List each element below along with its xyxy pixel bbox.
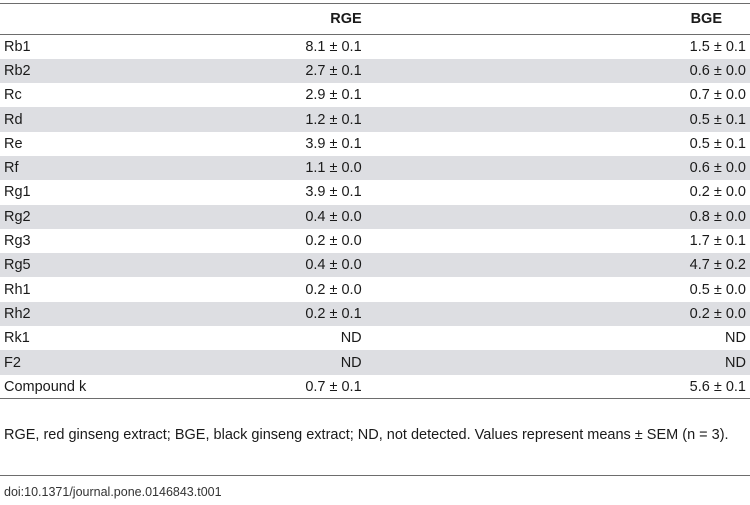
- footer-rule: [0, 475, 750, 476]
- row-label: Compound k: [0, 374, 116, 400]
- table-footnote: RGE, red ginseng extract; BGE, black gin…: [4, 427, 729, 443]
- table-row: Rg1 3.9 ± 0.1 0.2 ± 0.0: [0, 180, 750, 204]
- row-label: Rg5: [4, 257, 31, 274]
- row-label: Rg1: [4, 184, 31, 201]
- rge-value: 0.4 ± 0.0: [305, 208, 362, 225]
- doi-link[interactable]: doi:10.1371/journal.pone.0146843.t001: [4, 485, 222, 499]
- table-row: Rf 1.1 ± 0.0 0.6 ± 0.0: [0, 155, 750, 181]
- rge-value: 3.9 ± 0.1: [305, 135, 362, 152]
- row-label: Re: [4, 135, 23, 152]
- bge-value: 0.6 ± 0.0: [689, 160, 746, 177]
- rge-value: ND: [340, 330, 362, 347]
- header-rge: RGE: [115, 4, 690, 35]
- bge-value: 1.7 ± 0.1: [689, 233, 746, 250]
- ginsenoside-table: RGE BGE Rb1 8.1 ± 0.1 1.5 ± 0.1 Rb2 2.7 …: [0, 4, 750, 400]
- table-row: F2 ND ND: [0, 350, 750, 375]
- row-label: F2: [4, 354, 21, 371]
- table-row: Rg5 0.4 ± 0.0 4.7 ± 0.2: [0, 253, 750, 278]
- table-row: Rc 2.9 ± 0.1 0.7 ± 0.0: [0, 83, 750, 107]
- row-label: Rf: [4, 160, 19, 177]
- rge-value: 2.7 ± 0.1: [305, 62, 362, 79]
- header-row: RGE BGE: [0, 4, 750, 35]
- bge-value: 0.7 ± 0.0: [689, 87, 746, 104]
- table-row: Rg3 0.2 ± 0.0 1.7 ± 0.1: [0, 229, 750, 253]
- rge-value: 3.9 ± 0.1: [305, 184, 362, 201]
- table-row: Re 3.9 ± 0.1 0.5 ± 0.1: [0, 132, 750, 156]
- bge-value: 0.8 ± 0.0: [689, 208, 746, 225]
- bge-value: 5.6 ± 0.1: [689, 374, 750, 400]
- row-label: Rb1: [4, 38, 31, 55]
- row-label: Rc: [4, 87, 22, 104]
- bge-value: ND: [725, 354, 746, 371]
- bge-value: 0.2 ± 0.0: [689, 305, 746, 322]
- header-name: [0, 4, 116, 35]
- bge-value: ND: [725, 330, 746, 347]
- rge-value: 1.2 ± 0.1: [305, 111, 362, 128]
- table-body: Rb1 8.1 ± 0.1 1.5 ± 0.1 Rb2 2.7 ± 0.1 0.…: [0, 35, 750, 400]
- header-bge: BGE: [689, 4, 750, 35]
- rge-value: 8.1 ± 0.1: [305, 38, 362, 55]
- table-row: Rk1 ND ND: [0, 326, 750, 350]
- bge-value: 0.5 ± 0.0: [689, 281, 746, 298]
- row-label: Rg2: [4, 208, 31, 225]
- bge-value: 1.5 ± 0.1: [689, 38, 746, 55]
- row-label: Rb2: [4, 62, 31, 79]
- table-row: Rg2 0.4 ± 0.0 0.8 ± 0.0: [0, 204, 750, 229]
- table-row: Rh2 0.2 ± 0.1 0.2 ± 0.0: [0, 301, 750, 327]
- row-label: Rd: [4, 111, 23, 128]
- rge-value: 0.2 ± 0.0: [305, 281, 362, 298]
- row-label: Rg3: [4, 233, 31, 250]
- top-rule: [0, 3, 750, 4]
- rge-value: 0.7 ± 0.1: [115, 374, 690, 400]
- rge-value: 1.1 ± 0.0: [305, 160, 362, 177]
- rge-value: 0.2 ± 0.1: [305, 305, 362, 322]
- bge-value: 0.5 ± 0.1: [689, 135, 746, 152]
- row-label: Rh2: [4, 305, 31, 322]
- row-label: Rk1: [4, 330, 30, 347]
- bge-value: 0.6 ± 0.0: [689, 62, 746, 79]
- rge-value: 2.9 ± 0.1: [305, 87, 362, 104]
- rge-value: 0.2 ± 0.0: [305, 233, 362, 250]
- table-row: Rh1 0.2 ± 0.0 0.5 ± 0.0: [0, 277, 750, 301]
- bge-value: 0.5 ± 0.1: [689, 111, 746, 128]
- bge-value: 0.2 ± 0.0: [689, 184, 746, 201]
- table-row: Compound k 0.7 ± 0.1 5.6 ± 0.1: [0, 374, 750, 400]
- table-row: Rd 1.2 ± 0.1 0.5 ± 0.1: [0, 107, 750, 132]
- rge-value: ND: [340, 354, 362, 371]
- rge-value: 0.4 ± 0.0: [305, 257, 362, 274]
- table-row: Rb1 8.1 ± 0.1 1.5 ± 0.1: [0, 35, 750, 59]
- table-row: Rb2 2.7 ± 0.1 0.6 ± 0.0: [0, 58, 750, 84]
- row-label: Rh1: [4, 281, 31, 298]
- bge-value: 4.7 ± 0.2: [689, 257, 746, 274]
